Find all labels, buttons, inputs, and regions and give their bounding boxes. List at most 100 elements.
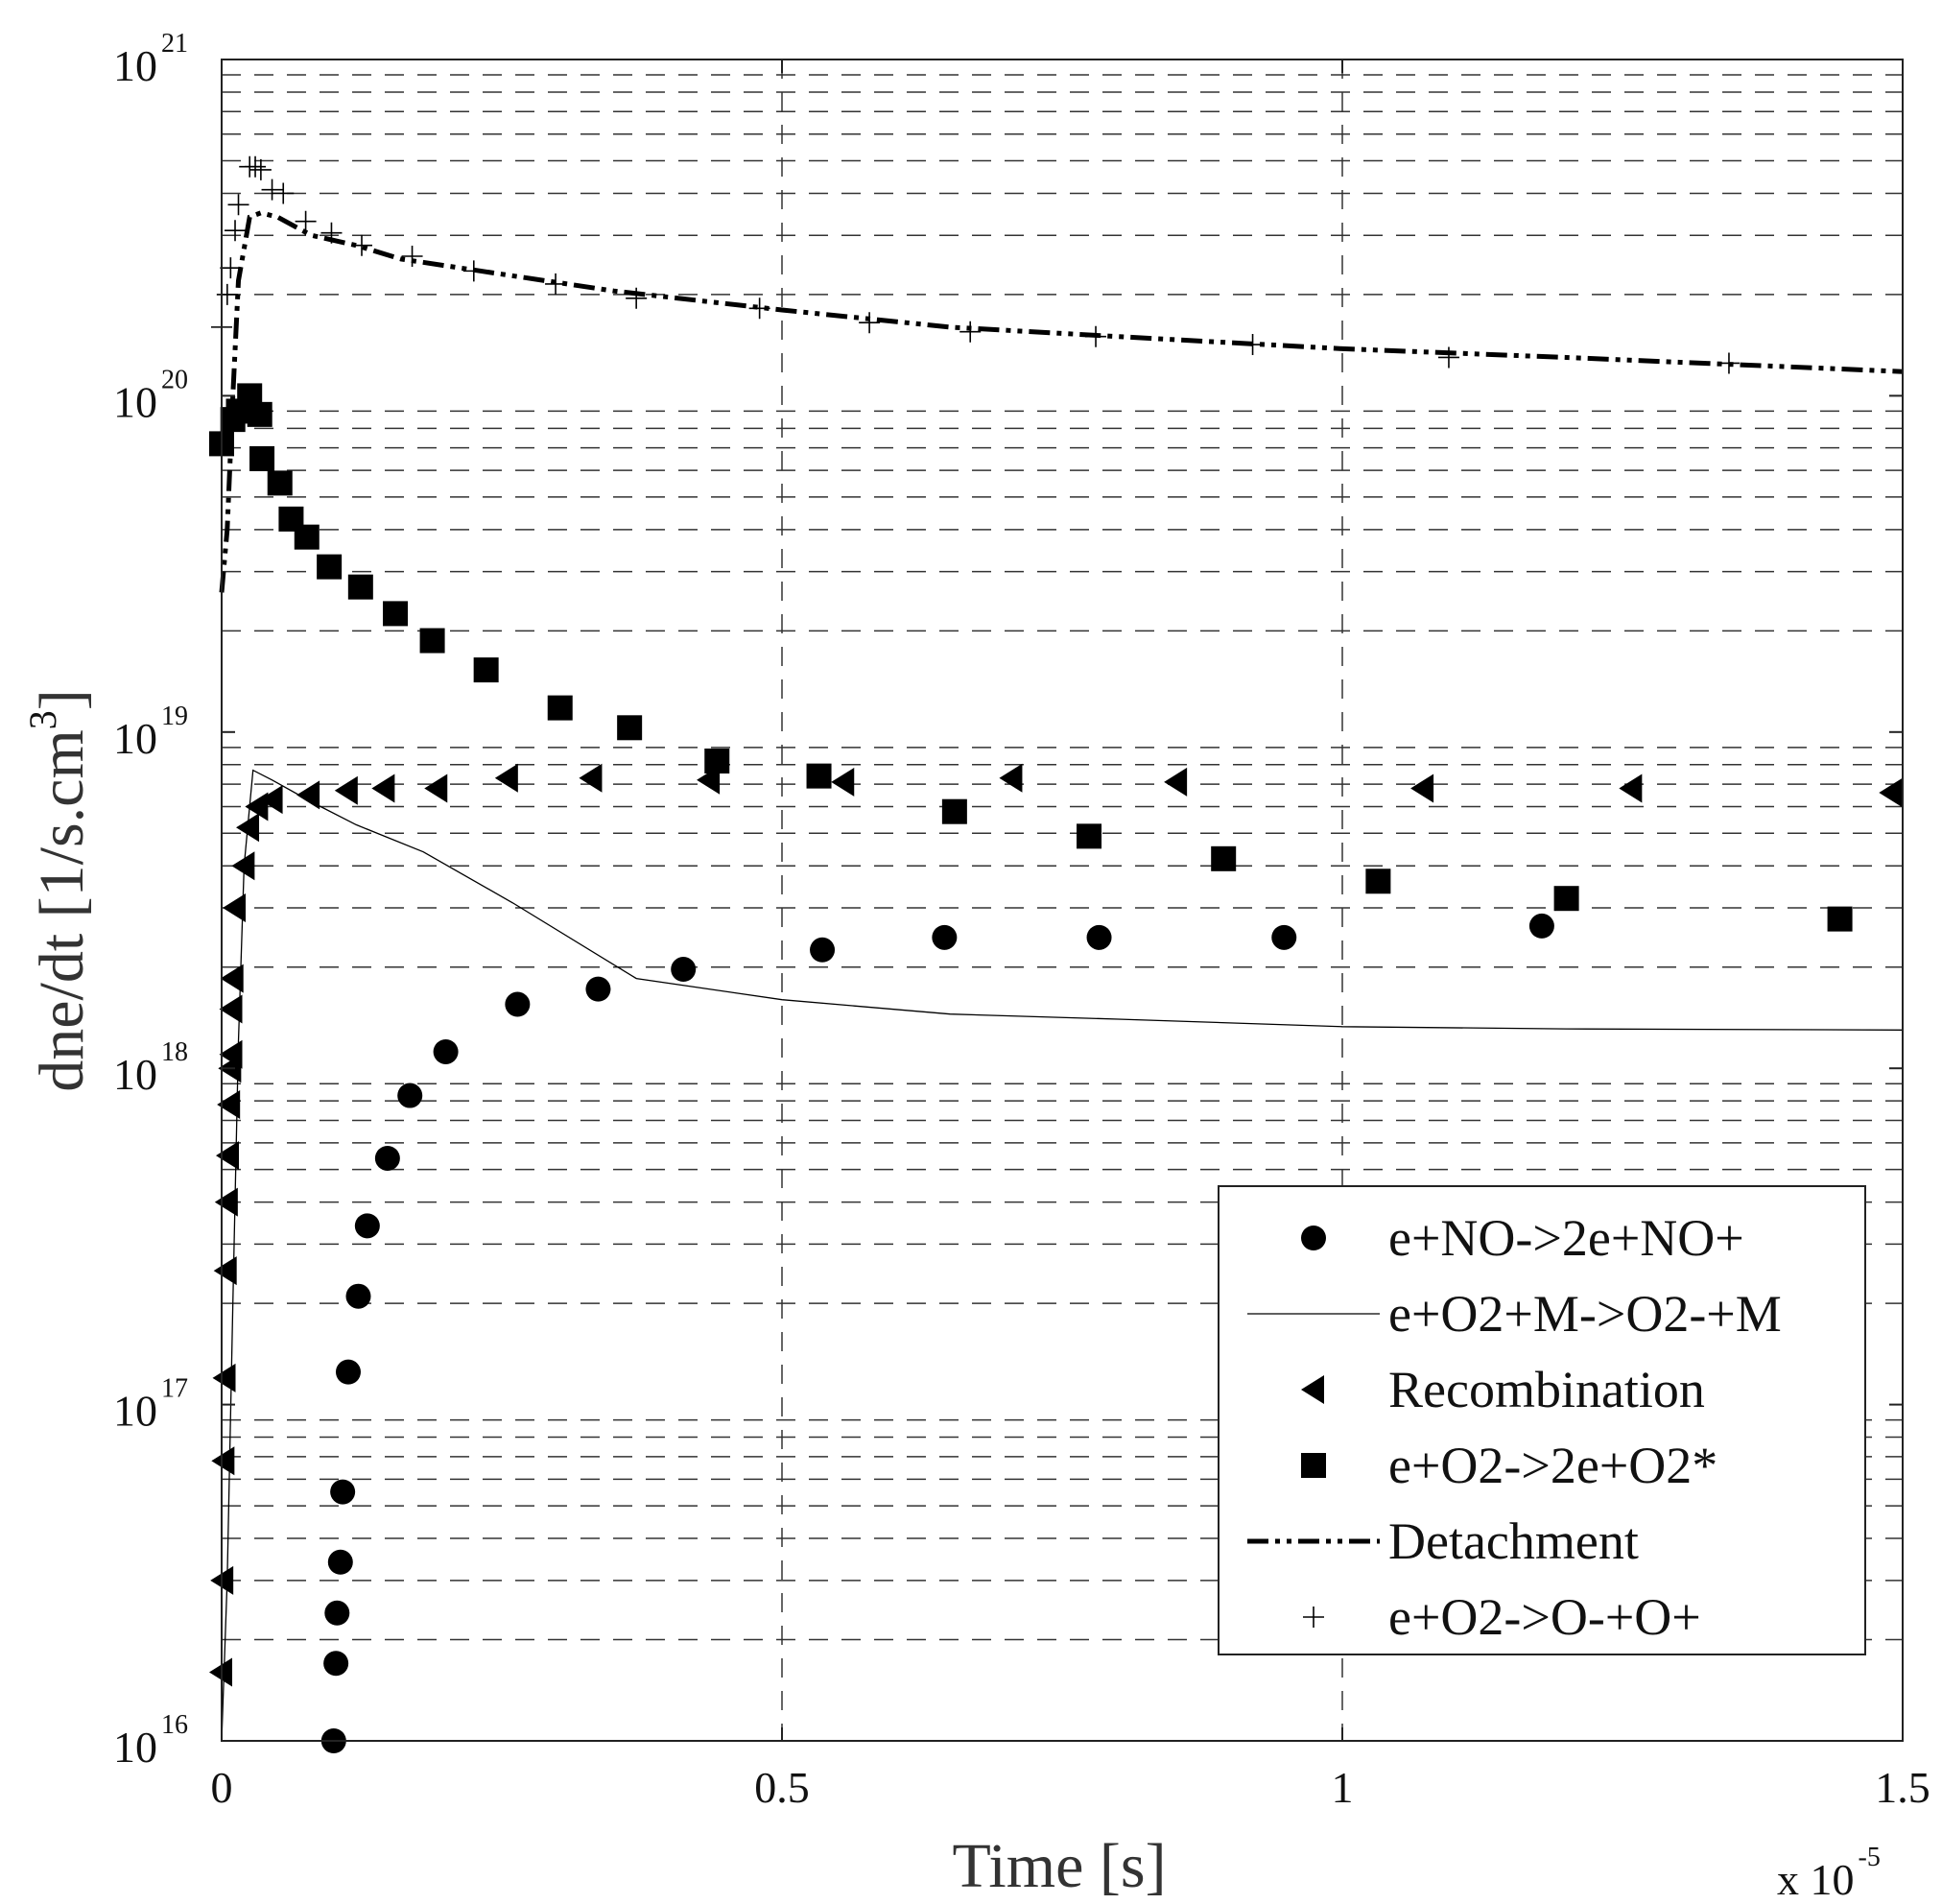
legend-marker [1301, 1453, 1326, 1478]
data-point [704, 748, 730, 774]
x-tick-label: 0 [211, 1763, 233, 1812]
legend-label: Recombination [1388, 1361, 1705, 1418]
y-axis-label: dne/dt [1/s.cm3] [21, 689, 97, 1092]
legend-marker [1301, 1226, 1326, 1250]
data-point [462, 260, 485, 282]
data-point [932, 924, 958, 950]
x-multiplier-exp: -5 [1859, 1843, 1881, 1872]
y-tick-exp: 17 [161, 1374, 188, 1404]
x-axis-label: Time [s] [952, 1831, 1166, 1901]
data-point [859, 312, 881, 334]
data-point [296, 780, 320, 810]
y-tick-base: 10 [113, 1723, 157, 1772]
data-point [220, 964, 244, 993]
y-axis-label-main: dne/dt [1/s.cm [27, 729, 97, 1092]
data-point [231, 851, 255, 881]
legend-marker [1301, 1375, 1324, 1404]
data-point [626, 287, 648, 309]
legend-label: e+O2+M->O2-+M [1388, 1285, 1782, 1343]
data-point [236, 813, 260, 843]
data-point [473, 657, 499, 683]
data-point [225, 220, 247, 242]
data-point [1164, 767, 1188, 797]
data-point [324, 1600, 350, 1626]
data-point [216, 283, 238, 305]
y-tick-label: 10 16 [113, 1710, 188, 1772]
y-axis-label-close: ] [27, 689, 97, 710]
data-point [1827, 906, 1853, 932]
data-point [347, 574, 373, 600]
legend-item: Recombination [1301, 1361, 1705, 1418]
data-point [959, 321, 982, 343]
data-point [1553, 886, 1579, 912]
data-point [806, 763, 832, 789]
data-point [267, 470, 293, 496]
data-point [335, 1359, 361, 1385]
y-tick-exp: 16 [161, 1710, 188, 1740]
data-point [213, 1256, 237, 1286]
data-point [247, 401, 272, 427]
data-point [1879, 778, 1903, 808]
y-tick-exp: 19 [161, 702, 188, 731]
data-point [545, 273, 567, 295]
data-point [401, 245, 423, 267]
y-axis-label-sup: 3 [21, 710, 64, 729]
legend-entries: e+NO->2e+NO+ e+O2+M->O2-+M Recombination e+… [1247, 1209, 1782, 1646]
data-point [354, 1213, 380, 1239]
data-point [295, 210, 317, 232]
data-point [1437, 346, 1459, 369]
data-point [219, 1039, 243, 1069]
data-point [671, 957, 697, 983]
y-tick-label: 10 18 [113, 1037, 188, 1099]
data-point [1410, 774, 1434, 803]
data-point [211, 1446, 235, 1476]
series-5 [211, 155, 1740, 374]
data-point [424, 774, 448, 803]
data-point [547, 695, 573, 721]
x-multiplier: x 10 -5 [1777, 1843, 1881, 1904]
legend-label: Detachment [1388, 1512, 1639, 1570]
data-point [330, 1479, 356, 1505]
data-point [217, 1090, 241, 1120]
y-tick-exp: 18 [161, 1037, 188, 1067]
x-multiplier-base: x 10 [1777, 1855, 1855, 1904]
y-tick-base: 10 [113, 41, 157, 90]
legend-item: Detachment [1247, 1512, 1639, 1570]
data-point [397, 1083, 423, 1108]
y-tick-base: 10 [113, 1050, 157, 1099]
x-tick-label: 1.5 [1875, 1763, 1930, 1812]
y-tick-label: 10 21 [113, 29, 188, 90]
data-point [1619, 774, 1643, 803]
y-tick-label: 10 20 [113, 365, 188, 426]
series-line [221, 769, 1904, 1742]
data-point [617, 715, 643, 741]
data-point [212, 1363, 236, 1392]
grid-lines [222, 60, 1903, 1741]
data-point [748, 298, 770, 320]
legend: e+NO->2e+NO+ e+O2+M->O2-+M Recombination e+… [1218, 1185, 1866, 1655]
y-tick-label: 10 19 [113, 702, 188, 763]
data-point [433, 1038, 459, 1064]
data-point [272, 182, 295, 204]
data-point [810, 937, 836, 963]
data-point [1271, 924, 1297, 950]
data-point [1365, 869, 1391, 894]
y-tick-label: 10 17 [113, 1374, 188, 1436]
data-point [320, 222, 343, 244]
data-point [245, 155, 267, 178]
legend-label: e+O2->2e+O2* [1388, 1437, 1717, 1494]
data-point [294, 524, 320, 550]
y-tick-exp: 21 [161, 29, 188, 59]
series-line [219, 210, 1904, 593]
legend-marker [1303, 1606, 1324, 1628]
data-point [323, 1651, 349, 1677]
data-point [345, 1283, 371, 1309]
data-point [261, 178, 283, 201]
data-point [219, 994, 243, 1024]
plot-frame [221, 59, 1904, 1742]
data-point [1528, 913, 1554, 939]
data-point [1086, 924, 1112, 950]
data-point [1242, 334, 1264, 356]
data-point [351, 234, 372, 256]
x-tick-label: 0.5 [754, 1763, 810, 1812]
